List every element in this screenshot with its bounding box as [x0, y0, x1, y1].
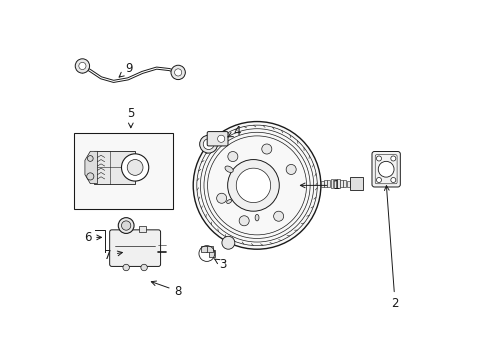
Bar: [208, 250, 215, 257]
Text: 8: 8: [151, 281, 182, 298]
Bar: [330, 180, 333, 188]
Circle shape: [378, 161, 393, 177]
Circle shape: [118, 218, 134, 233]
Circle shape: [86, 173, 94, 180]
Circle shape: [285, 165, 296, 175]
Bar: [326, 180, 329, 187]
Bar: [336, 180, 339, 188]
Circle shape: [216, 193, 226, 203]
Bar: [139, 226, 145, 232]
Circle shape: [122, 264, 129, 271]
Text: 9: 9: [119, 62, 133, 77]
Circle shape: [87, 156, 93, 161]
Bar: [346, 180, 349, 186]
Circle shape: [79, 62, 86, 69]
Circle shape: [239, 216, 249, 226]
Circle shape: [236, 168, 270, 203]
Circle shape: [174, 69, 182, 76]
Circle shape: [390, 156, 395, 161]
Circle shape: [273, 211, 283, 221]
Bar: [320, 180, 323, 186]
Text: 4: 4: [227, 125, 241, 138]
Circle shape: [193, 122, 320, 249]
Bar: [340, 180, 343, 187]
Circle shape: [121, 154, 148, 181]
Circle shape: [171, 65, 185, 80]
Circle shape: [390, 177, 395, 183]
Bar: [349, 177, 362, 190]
FancyBboxPatch shape: [371, 152, 400, 187]
Circle shape: [222, 236, 234, 249]
Circle shape: [121, 221, 131, 230]
Text: 6: 6: [83, 231, 102, 244]
Bar: [74, 134, 172, 209]
Bar: [333, 179, 336, 188]
Circle shape: [376, 177, 381, 183]
Bar: [324, 180, 326, 187]
Circle shape: [141, 264, 147, 271]
Circle shape: [217, 135, 224, 142]
FancyBboxPatch shape: [109, 230, 160, 266]
Bar: [343, 180, 346, 187]
Circle shape: [261, 144, 271, 154]
Text: 7: 7: [104, 249, 122, 262]
Circle shape: [376, 156, 381, 161]
Ellipse shape: [255, 215, 259, 221]
Circle shape: [227, 152, 237, 162]
Ellipse shape: [224, 166, 233, 172]
Ellipse shape: [226, 199, 231, 203]
Text: 5: 5: [127, 107, 134, 128]
Bar: [206, 246, 212, 252]
Circle shape: [199, 135, 217, 153]
Text: 1: 1: [300, 179, 339, 192]
Text: 2: 2: [384, 186, 398, 310]
Text: 3: 3: [214, 258, 226, 271]
Circle shape: [203, 139, 214, 149]
Circle shape: [227, 159, 279, 211]
FancyBboxPatch shape: [207, 132, 227, 146]
Polygon shape: [85, 151, 97, 184]
Bar: [201, 246, 207, 252]
Circle shape: [127, 159, 142, 175]
Bar: [94, 151, 135, 184]
Circle shape: [75, 59, 89, 73]
